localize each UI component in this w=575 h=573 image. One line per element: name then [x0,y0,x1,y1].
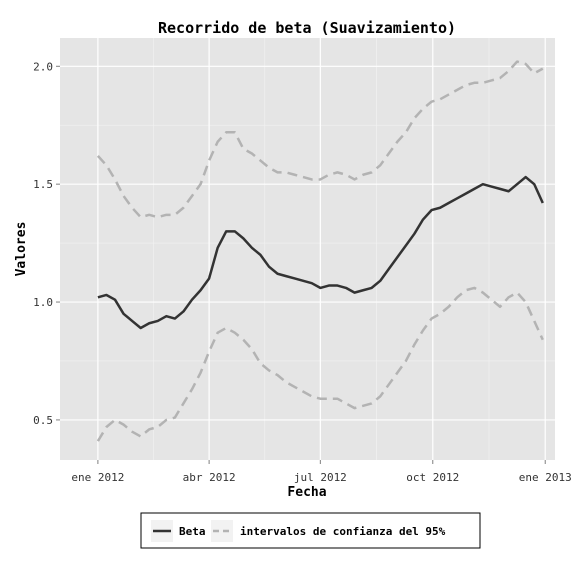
y-tick-label: 2.0 [33,60,53,73]
legend-label-ci: intervalos de confianza del 95% [240,525,446,538]
legend: Beta intervalos de confianza del 95% [140,512,481,549]
legend-key-ci [211,520,233,542]
x-tick-label: ene 2012 [71,471,124,484]
x-tick-label: oct 2012 [406,471,459,484]
legend-label-beta: Beta [179,525,206,538]
y-axis-title: Valores [14,222,29,277]
y-tick-label: 1.5 [33,178,53,191]
series-group [96,60,544,442]
grid-minor [60,38,555,460]
y-tick-label: 1.0 [33,296,53,309]
series-line-ci-lower [96,286,544,442]
x-tick-label: ene 2013 [519,471,572,484]
series-line-beta [97,175,544,330]
y-axis-ticks: 0.5 1.0 1.5 2.0 [33,60,60,427]
legend-box [140,512,481,549]
x-axis-ticks: ene 2012 abr 2012 jul 2012 oct 2012 ene 2013 [71,460,572,484]
x-axis-title: Fecha [287,485,326,500]
x-tick-label: jul 2012 [294,471,347,484]
chart-title: Recorrido de beta (Suavizamiento) [158,19,456,37]
grid-major [60,38,555,460]
series-line-ci-upper [96,60,544,219]
x-tick-label: abr 2012 [183,471,236,484]
plot-panel [60,38,555,460]
y-tick-label: 0.5 [33,414,53,427]
